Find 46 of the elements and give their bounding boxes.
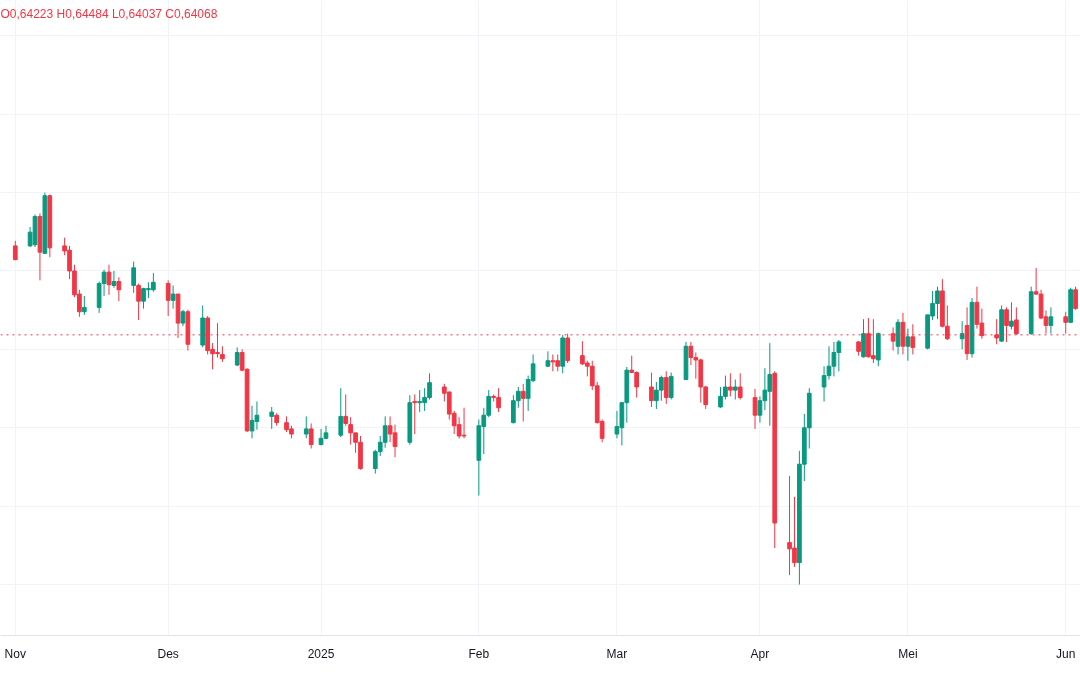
candlestick: [338, 387, 344, 438]
candlestick: [106, 264, 112, 296]
candlestick: [131, 261, 136, 294]
text: O0,64223 H0,64484 L0,64037 C0,64068: [0, 6, 218, 21]
candlestick: [688, 341, 694, 366]
candlestick: [1048, 306, 1054, 335]
candlestick: [111, 270, 117, 289]
candlestick: [545, 350, 551, 368]
x-tick-label: Jun: [1056, 646, 1076, 661]
x-tick-label: Nov: [4, 646, 26, 661]
candlestick: [728, 372, 733, 397]
candlestick: [308, 422, 314, 450]
candlestick: [412, 393, 418, 435]
x-tick-label: Feb: [468, 646, 490, 661]
candlestick: [520, 383, 526, 422]
candlestick: [116, 276, 122, 302]
candlestick: [303, 415, 309, 439]
candlestick: [752, 388, 758, 430]
candlestick: [649, 371, 654, 408]
x-tick-label: Apr: [750, 646, 770, 661]
x-tick-label: Mei: [898, 646, 918, 661]
candlestick: [165, 279, 171, 317]
candlestick: [269, 406, 275, 430]
candlestick: [905, 328, 911, 362]
candlestick: [861, 318, 866, 359]
candlestick: [1009, 301, 1014, 330]
candlestick: [663, 370, 669, 405]
candlestick: [136, 283, 141, 321]
candlestick: [417, 389, 423, 413]
candlestick: [461, 407, 467, 439]
candlestick: [1063, 311, 1069, 335]
candlestick: [382, 415, 388, 449]
candlestick: [343, 393, 349, 427]
candlestick: [318, 428, 324, 446]
candlestick: [658, 375, 664, 402]
candlestick: [737, 372, 743, 401]
x-tick-label: Mar: [606, 646, 628, 661]
x-tick-label: Des: [157, 646, 179, 661]
candlestick: [732, 379, 738, 401]
candlestick: [668, 371, 674, 401]
x-tick-label: 2025: [307, 646, 335, 661]
candlestick: [249, 405, 255, 439]
candlestick: [170, 284, 176, 310]
candlestick: [81, 295, 87, 316]
candlestick: [392, 424, 398, 458]
candlestick: [1073, 286, 1078, 311]
